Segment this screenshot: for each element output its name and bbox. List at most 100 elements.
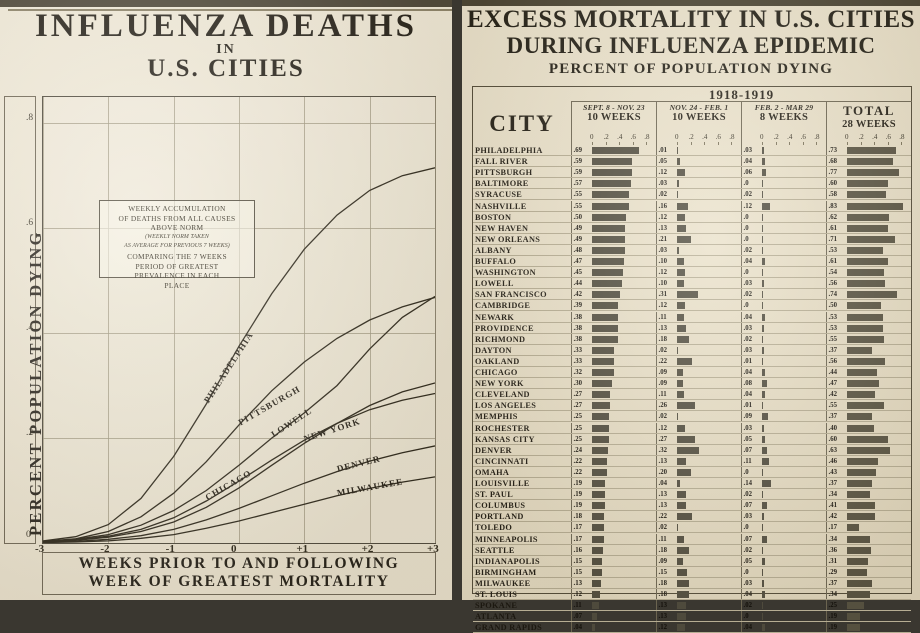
table-row[interactable]: NEW HAVEN .49 .13 .0 .61 bbox=[473, 222, 911, 234]
bar-value: .27 bbox=[573, 391, 583, 399]
city-name: ATLANTA bbox=[475, 612, 517, 622]
bar-cell-3: .02 bbox=[741, 489, 826, 500]
table-row[interactable]: ST. PAUL .19 .13 .02 .34 bbox=[473, 489, 911, 501]
table-row[interactable]: CAMBRIDGE .39 .12 .0 .50 bbox=[473, 300, 911, 312]
table-row[interactable]: LOUISVILLE .19 .04 .14 .37 bbox=[473, 478, 911, 490]
bar-cell-4: .41 bbox=[826, 500, 911, 511]
table-row[interactable]: SEATTLE .16 .18 .02 .36 bbox=[473, 544, 911, 556]
bar-value: .14 bbox=[743, 480, 753, 487]
bar bbox=[592, 313, 618, 321]
city-name: NASHVILLE bbox=[475, 201, 527, 211]
table-row[interactable]: MEMPHIS .25 .02 .09 .37 bbox=[473, 411, 911, 423]
bar-cell-4: .73 bbox=[826, 145, 911, 156]
city-name: DAYTON bbox=[475, 345, 512, 355]
table-row[interactable]: CLEVELAND .27 .11 .04 .42 bbox=[473, 389, 911, 401]
bar bbox=[677, 202, 688, 210]
table-row[interactable]: ST. LOUIS .12 .18 .04 .34 bbox=[473, 589, 911, 601]
bar-cell-3: .07 bbox=[741, 500, 826, 511]
table-row[interactable]: ALBANY .48 .03 .02 .53 bbox=[473, 244, 911, 256]
table-row[interactable]: LOS ANGELES .27 .26 .01 .55 bbox=[473, 400, 911, 412]
table-row[interactable]: PITTSBURGH .59 .12 .06 .77 bbox=[473, 167, 911, 179]
bar bbox=[762, 324, 765, 332]
table-row[interactable]: PHILADELPHIA .69 .01 .03 .73 bbox=[473, 145, 911, 157]
table-row[interactable]: SAN FRANCISCO .42 .31 .02 .74 bbox=[473, 289, 911, 301]
bar-cell-4: .56 bbox=[826, 278, 911, 289]
bar-cell-4: .61 bbox=[826, 222, 911, 233]
city-name: NEW YORK bbox=[475, 379, 524, 389]
table-row[interactable]: DAYTON .33 .02 .03 .37 bbox=[473, 344, 911, 356]
bar bbox=[762, 579, 765, 587]
bar-value: .02 bbox=[743, 246, 753, 254]
table-row[interactable]: INDIANAPOLIS .15 .09 .05 .31 bbox=[473, 555, 911, 567]
bar-value: .03 bbox=[743, 324, 753, 332]
bar-cell-3: .08 bbox=[741, 378, 826, 389]
bar-value: .57 bbox=[573, 180, 583, 188]
table-row[interactable]: BOSTON .50 .12 .0 .62 bbox=[473, 211, 911, 223]
table-row[interactable]: PROVIDENCE .38 .13 .03 .53 bbox=[473, 322, 911, 334]
table-row[interactable]: BUFFALO .47 .10 .04 .61 bbox=[473, 256, 911, 268]
table-row[interactable]: OMAHA .22 .20 .0 .43 bbox=[473, 466, 911, 478]
table-row[interactable]: ATLANTA .07 .13 .0 .19 bbox=[473, 611, 911, 623]
bar-cell-1: .69 bbox=[571, 145, 656, 156]
bar-value: .25 bbox=[828, 602, 838, 610]
table-row[interactable]: NEW YORK .30 .09 .08 .47 bbox=[473, 378, 911, 390]
bar-cell-2: .13 bbox=[656, 455, 741, 466]
bar bbox=[762, 280, 765, 288]
bar bbox=[847, 280, 885, 288]
table-row[interactable]: DENVER .24 .32 .07 .63 bbox=[473, 444, 911, 456]
table-row[interactable]: SPOKANE .11 .13 .02 .25 bbox=[473, 600, 911, 612]
bar-value: .22 bbox=[573, 468, 583, 476]
bar-cell-1: .27 bbox=[571, 389, 656, 400]
bar bbox=[677, 480, 680, 487]
bar bbox=[677, 568, 688, 576]
table-row[interactable]: MINNEAPOLIS .17 .11 .07 .34 bbox=[473, 533, 911, 545]
table-row[interactable]: BALTIMORE .57 .03 .0 .60 bbox=[473, 178, 911, 190]
table-row[interactable]: PORTLAND .18 .22 .03 .42 bbox=[473, 511, 911, 523]
table-row[interactable]: ROCHESTER .25 .12 .03 .40 bbox=[473, 422, 911, 434]
bar-cell-2: .02 bbox=[656, 189, 741, 200]
bar-cell-4: .50 bbox=[826, 300, 911, 311]
bar bbox=[592, 624, 595, 632]
city-name: PHILADELPHIA bbox=[475, 146, 543, 155]
table-row[interactable]: GRAND RAPIDS .04 .12 .04 .19 bbox=[473, 622, 911, 633]
bar-value: .0 bbox=[743, 302, 749, 310]
table-row[interactable]: BIRMINGHAM .15 .15 .0 .29 bbox=[473, 566, 911, 578]
table-row[interactable]: SYRACUSE .55 .02 .02 .58 bbox=[473, 189, 911, 201]
table-row[interactable]: WASHINGTON .45 .12 .0 .54 bbox=[473, 267, 911, 279]
left-chart-title-line2: IN bbox=[216, 42, 236, 57]
table-row[interactable]: MILWAUKEE .13 .18 .03 .37 bbox=[473, 577, 911, 589]
bar bbox=[677, 413, 679, 421]
bar-cell-3: .06 bbox=[741, 167, 826, 178]
table-row[interactable]: CINCINNATI .22 .13 .11 .46 bbox=[473, 455, 911, 467]
bar bbox=[592, 480, 605, 487]
table-row[interactable]: COLUMBUS .19 .13 .07 .41 bbox=[473, 500, 911, 512]
bar-cell-4: .55 bbox=[826, 333, 911, 344]
bar bbox=[847, 524, 859, 532]
bar-cell-3: .0 bbox=[741, 222, 826, 233]
bar-cell-4: .61 bbox=[826, 256, 911, 267]
city-name: BIRMINGHAM bbox=[475, 567, 537, 577]
table-row[interactable]: NASHVILLE .55 .16 .12 .83 bbox=[473, 200, 911, 212]
bar-value: .02 bbox=[743, 291, 753, 299]
table-row[interactable]: FALL RIVER .59 .05 .04 .68 bbox=[473, 156, 911, 168]
bar-cell-2: .10 bbox=[656, 256, 741, 267]
bar bbox=[847, 402, 885, 410]
table-row[interactable]: OAKLAND .33 .22 .01 .56 bbox=[473, 355, 911, 367]
table-row[interactable]: LOWELL .44 .10 .03 .56 bbox=[473, 278, 911, 290]
bar bbox=[677, 291, 698, 299]
table-row[interactable]: RICHMOND .38 .18 .02 .55 bbox=[473, 333, 911, 345]
table-row[interactable]: TOLEDO .17 .02 .0 .17 bbox=[473, 522, 911, 534]
table-row[interactable]: NEWARK .38 .11 .04 .53 bbox=[473, 311, 911, 323]
city-name: ST. PAUL bbox=[475, 490, 514, 500]
bar bbox=[762, 169, 767, 177]
bar-value: .03 bbox=[743, 579, 753, 587]
bar-value: .46 bbox=[828, 457, 838, 465]
bar-cell-3: .07 bbox=[741, 444, 826, 455]
table-row[interactable]: NEW ORLEANS .49 .21 .0 .71 bbox=[473, 233, 911, 245]
bar bbox=[847, 357, 885, 365]
table-row[interactable]: CHICAGO .32 .09 .04 .44 bbox=[473, 367, 911, 379]
scale-axis-2: 0 .2 .4 .6 .8 bbox=[656, 132, 741, 145]
bar-cell-3: .0 bbox=[741, 211, 826, 222]
bar-cell-4: .71 bbox=[826, 233, 911, 244]
table-row[interactable]: KANSAS CITY .25 .27 .05 .60 bbox=[473, 433, 911, 445]
